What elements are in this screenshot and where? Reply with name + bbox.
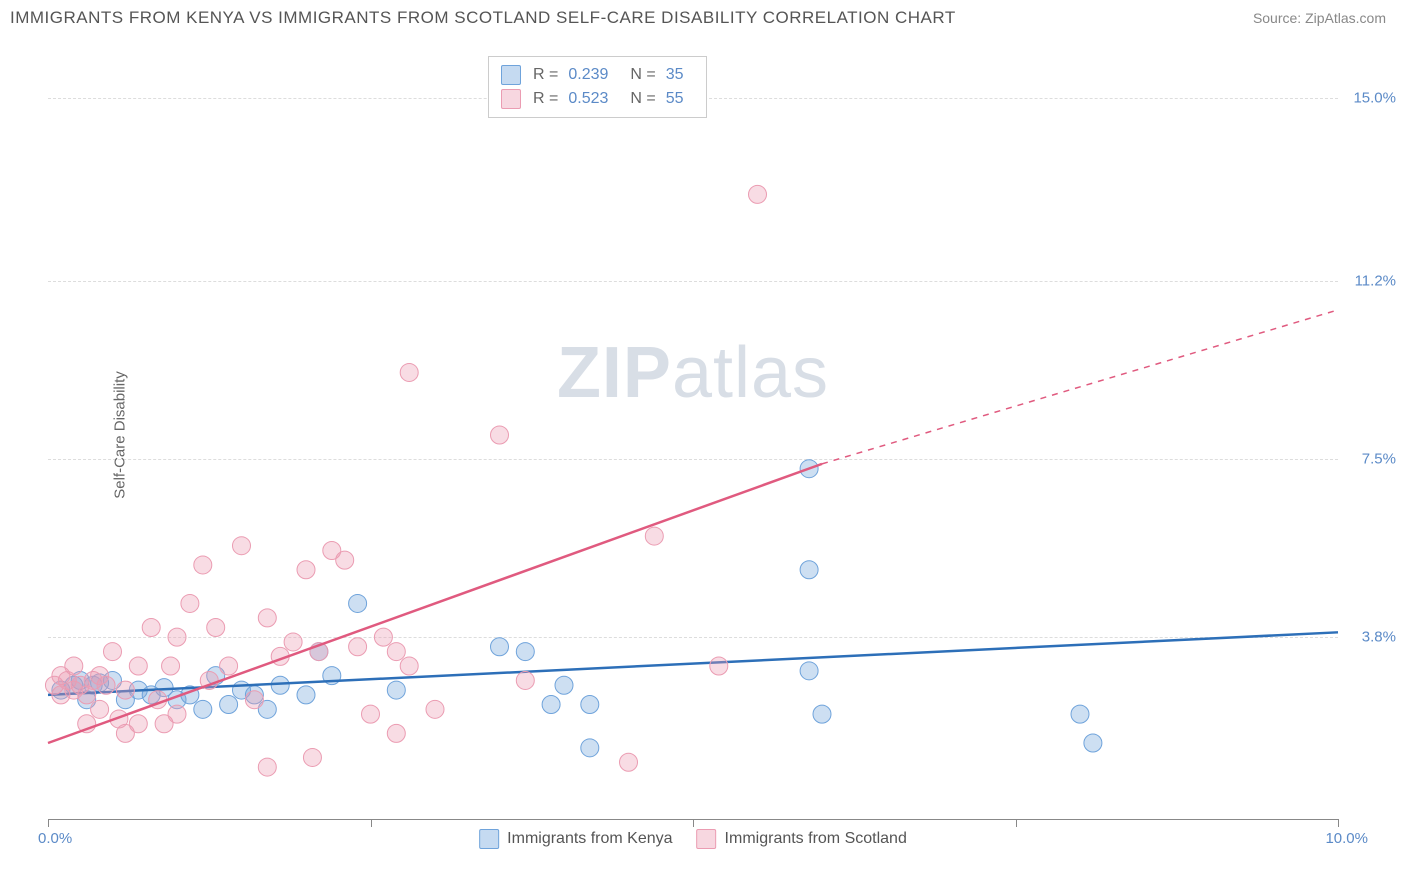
scatter-point: [387, 724, 405, 742]
scatter-point: [220, 657, 238, 675]
scatter-point: [303, 748, 321, 766]
y-tick-label: 11.2%: [1355, 273, 1396, 290]
scatter-point: [104, 643, 122, 661]
scatter-point: [258, 758, 276, 776]
scatter-point: [516, 643, 534, 661]
trend-line-extrapolated: [822, 310, 1338, 464]
legend-n-value-1: 55: [666, 90, 684, 108]
scatter-point: [645, 527, 663, 545]
legend-r-value-1: 0.523: [568, 90, 608, 108]
plot-area: ZIPatlas 3.8%7.5%11.2%15.0% R = 0.239 N …: [48, 50, 1338, 820]
source-attribution: Source: ZipAtlas.com: [1253, 10, 1386, 26]
scatter-point: [271, 676, 289, 694]
scatter-point: [349, 638, 367, 656]
scatter-point: [162, 657, 180, 675]
y-axis-label: Self-Care Disability: [111, 371, 128, 499]
legend-stats-row-1: R = 0.523 N = 55: [501, 87, 694, 111]
x-tick: [48, 819, 49, 827]
scatter-point: [555, 676, 573, 694]
legend-label-scotland: Immigrants from Scotland: [725, 830, 907, 848]
scatter-point: [491, 426, 509, 444]
scatter-point: [813, 705, 831, 723]
x-tick: [1338, 819, 1339, 827]
scatter-point: [168, 705, 186, 723]
scatter-point: [374, 628, 392, 646]
legend-item-kenya: Immigrants from Kenya: [479, 829, 672, 849]
scatter-point: [400, 657, 418, 675]
scatter-svg: [48, 50, 1338, 819]
x-axis-min-label: 0.0%: [38, 830, 72, 847]
x-axis-max-label: 10.0%: [1325, 830, 1368, 847]
scatter-point: [362, 705, 380, 723]
scatter-point: [194, 700, 212, 718]
legend-label-kenya: Immigrants from Kenya: [507, 830, 672, 848]
scatter-point: [387, 643, 405, 661]
scatter-point: [336, 551, 354, 569]
y-tick-label: 7.5%: [1362, 451, 1396, 468]
chart-title: IMMIGRANTS FROM KENYA VS IMMIGRANTS FROM…: [10, 8, 956, 28]
scatter-point: [258, 609, 276, 627]
legend-series: Immigrants from Kenya Immigrants from Sc…: [479, 829, 907, 849]
scatter-point: [65, 657, 83, 675]
legend-r-label: R =: [533, 90, 558, 108]
scatter-point: [116, 681, 134, 699]
legend-stats: R = 0.239 N = 35 R = 0.523 N = 55: [488, 56, 707, 118]
scatter-point: [142, 619, 160, 637]
scatter-point: [129, 657, 147, 675]
scatter-point: [91, 700, 109, 718]
scatter-point: [710, 657, 728, 675]
legend-swatch-kenya: [479, 829, 499, 849]
scatter-point: [491, 638, 509, 656]
y-tick-label: 15.0%: [1353, 90, 1396, 107]
scatter-point: [400, 363, 418, 381]
legend-swatch-scotland: [697, 829, 717, 849]
x-tick: [1016, 819, 1017, 827]
legend-n-label: N =: [630, 66, 655, 84]
scatter-point: [620, 753, 638, 771]
trend-line: [48, 632, 1338, 695]
scatter-point: [1084, 734, 1102, 752]
legend-swatch-scotland: [501, 89, 521, 109]
legend-r-value-0: 0.239: [568, 66, 608, 84]
scatter-point: [181, 594, 199, 612]
x-tick: [693, 819, 694, 827]
scatter-point: [207, 619, 225, 637]
x-tick: [371, 819, 372, 827]
scatter-point: [297, 686, 315, 704]
scatter-point: [800, 561, 818, 579]
scatter-point: [1071, 705, 1089, 723]
legend-n-label: N =: [630, 90, 655, 108]
scatter-point: [581, 739, 599, 757]
legend-r-label: R =: [533, 66, 558, 84]
scatter-point: [129, 715, 147, 733]
scatter-point: [220, 696, 238, 714]
scatter-point: [749, 185, 767, 203]
scatter-point: [245, 691, 263, 709]
legend-stats-row-0: R = 0.239 N = 35: [501, 63, 694, 87]
scatter-point: [387, 681, 405, 699]
scatter-point: [542, 696, 560, 714]
scatter-point: [97, 676, 115, 694]
scatter-point: [284, 633, 302, 651]
legend-n-value-0: 35: [666, 66, 684, 84]
scatter-point: [800, 662, 818, 680]
scatter-point: [233, 537, 251, 555]
scatter-point: [168, 628, 186, 646]
scatter-point: [426, 700, 444, 718]
scatter-point: [297, 561, 315, 579]
legend-swatch-kenya: [501, 65, 521, 85]
y-tick-label: 3.8%: [1362, 629, 1396, 646]
scatter-point: [349, 594, 367, 612]
scatter-point: [516, 671, 534, 689]
scatter-point: [194, 556, 212, 574]
legend-item-scotland: Immigrants from Scotland: [697, 829, 907, 849]
scatter-point: [581, 696, 599, 714]
